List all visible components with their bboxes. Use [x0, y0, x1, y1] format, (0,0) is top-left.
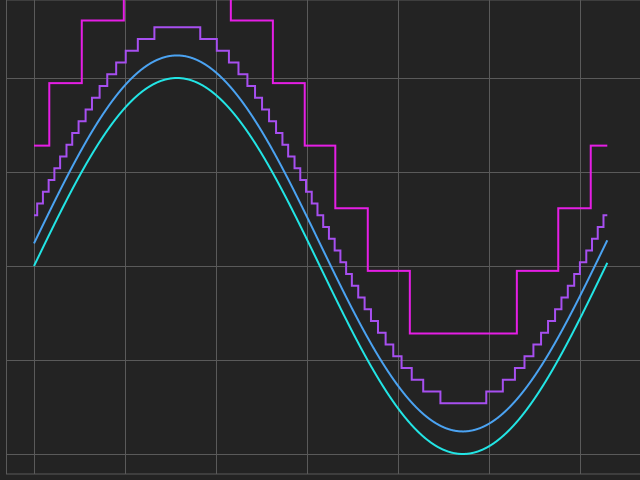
series-line-3 [34, 26, 608, 405]
series-line-4 [34, 0, 608, 335]
plot-frame [6, 0, 640, 475]
series-line-2 [33, 54, 609, 433]
series-line-1 [33, 77, 609, 455]
